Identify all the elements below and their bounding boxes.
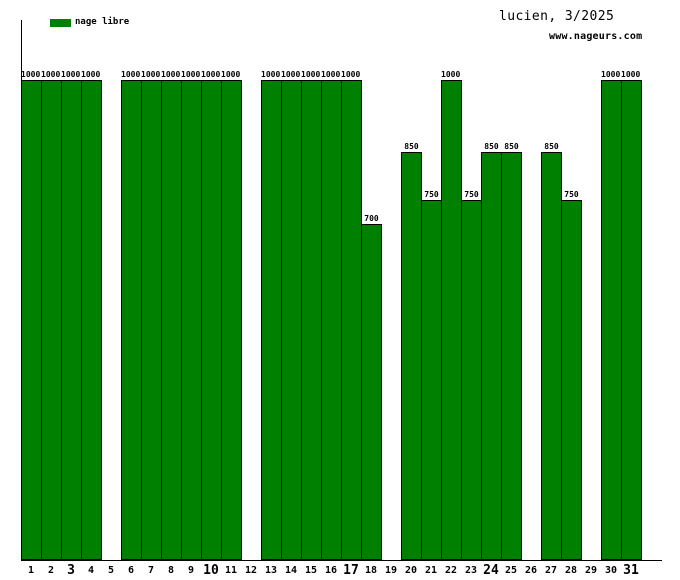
x-axis-label-day-22: 22 <box>444 565 458 576</box>
x-axis-label-day-9: 9 <box>187 565 195 576</box>
bar-day-24 <box>481 152 502 560</box>
bar-value-label-day-24: 850 <box>484 142 499 151</box>
bar-day-4 <box>81 80 102 560</box>
bar-day-23 <box>461 200 482 560</box>
bar-day-9 <box>181 80 202 560</box>
bar-day-13 <box>261 80 282 560</box>
x-axis-label-day-27: 27 <box>544 565 558 576</box>
x-axis-label-day-29: 29 <box>584 565 598 576</box>
bar-day-27 <box>541 152 562 560</box>
bar-day-3 <box>61 80 82 560</box>
bar-value-label-day-2: 1000 <box>41 70 61 79</box>
bar-value-label-day-23: 750 <box>464 190 479 199</box>
bar-value-label-day-13: 1000 <box>261 70 281 79</box>
bar-value-label-day-7: 1000 <box>141 70 161 79</box>
bar-day-17 <box>341 80 362 560</box>
bar-value-label-day-27: 850 <box>544 142 559 151</box>
bar-value-label-day-21: 750 <box>424 190 439 199</box>
bar-value-label-day-14: 1000 <box>281 70 301 79</box>
x-axis-label-day-21: 21 <box>424 565 438 576</box>
bar-value-label-day-3: 1000 <box>61 70 81 79</box>
x-axis-label-day-14: 14 <box>284 565 298 576</box>
x-axis-label-day-15: 15 <box>304 565 318 576</box>
bar-day-22 <box>441 80 462 560</box>
bar-day-18 <box>361 224 382 560</box>
x-axis-label-day-16: 16 <box>324 565 338 576</box>
bar-value-label-day-28: 750 <box>564 190 579 199</box>
bar-value-label-day-9: 1000 <box>181 70 201 79</box>
bar-value-label-day-4: 1000 <box>81 70 101 79</box>
bar-day-21 <box>421 200 442 560</box>
bar-day-8 <box>161 80 182 560</box>
x-axis-label-day-6: 6 <box>127 565 135 576</box>
x-axis-label-day-19: 19 <box>384 565 398 576</box>
bar-day-2 <box>41 80 62 560</box>
x-axis-label-day-26: 26 <box>524 565 538 576</box>
bar-value-label-day-16: 1000 <box>321 70 341 79</box>
x-axis-label-day-20: 20 <box>404 565 418 576</box>
x-axis-label-day-8: 8 <box>167 565 175 576</box>
bar-day-6 <box>121 80 142 560</box>
x-axis-label-day-10: 10 <box>203 563 219 578</box>
x-axis-label-day-4: 4 <box>87 565 95 576</box>
bar-day-20 <box>401 152 422 560</box>
bar-value-label-day-22: 1000 <box>441 70 461 79</box>
x-axis-label-day-13: 13 <box>264 565 278 576</box>
x-axis-label-day-2: 2 <box>47 565 55 576</box>
page-title: lucien, 3/2025 <box>499 9 615 24</box>
x-axis-label-day-7: 7 <box>147 565 155 576</box>
x-axis-label-day-30: 30 <box>604 565 618 576</box>
bar-day-1 <box>21 80 42 560</box>
x-axis-label-day-3: 3 <box>67 563 75 578</box>
legend-swatch <box>50 19 71 27</box>
bar-value-label-day-8: 1000 <box>161 70 181 79</box>
bar-day-11 <box>221 80 242 560</box>
bar-value-label-day-11: 1000 <box>221 70 241 79</box>
bar-day-15 <box>301 80 322 560</box>
x-axis-label-day-28: 28 <box>564 565 578 576</box>
bar-value-label-day-30: 1000 <box>601 70 621 79</box>
bar-value-label-day-31: 1000 <box>621 70 641 79</box>
bar-day-16 <box>321 80 342 560</box>
x-axis-label-day-5: 5 <box>107 565 115 576</box>
x-axis-label-day-23: 23 <box>464 565 478 576</box>
site-url-link[interactable]: www.nageurs.com <box>549 31 643 42</box>
x-axis-line <box>21 560 662 561</box>
bar-day-31 <box>621 80 642 560</box>
bar-value-label-day-17: 1000 <box>341 70 361 79</box>
x-axis-label-day-31: 31 <box>623 563 639 578</box>
x-axis-label-day-18: 18 <box>364 565 378 576</box>
x-axis-label-day-11: 11 <box>224 565 238 576</box>
bar-day-7 <box>141 80 162 560</box>
bar-value-label-day-10: 1000 <box>201 70 221 79</box>
bar-value-label-day-6: 1000 <box>121 70 141 79</box>
bar-day-28 <box>561 200 582 560</box>
x-axis-label-day-25: 25 <box>504 565 518 576</box>
bar-day-25 <box>501 152 522 560</box>
bar-day-10 <box>201 80 222 560</box>
x-axis-label-day-17: 17 <box>343 563 359 578</box>
bar-value-label-day-1: 1000 <box>21 70 41 79</box>
x-axis-label-day-24: 24 <box>483 563 499 578</box>
bar-value-label-day-18: 700 <box>364 214 379 223</box>
legend-label: nage libre <box>75 17 130 27</box>
bar-day-14 <box>281 80 302 560</box>
x-axis-label-day-12: 12 <box>244 565 258 576</box>
bar-day-30 <box>601 80 622 560</box>
x-axis-label-day-1: 1 <box>27 565 35 576</box>
bar-value-label-day-20: 850 <box>404 142 419 151</box>
bar-value-label-day-15: 1000 <box>301 70 321 79</box>
bar-value-label-day-25: 850 <box>504 142 519 151</box>
